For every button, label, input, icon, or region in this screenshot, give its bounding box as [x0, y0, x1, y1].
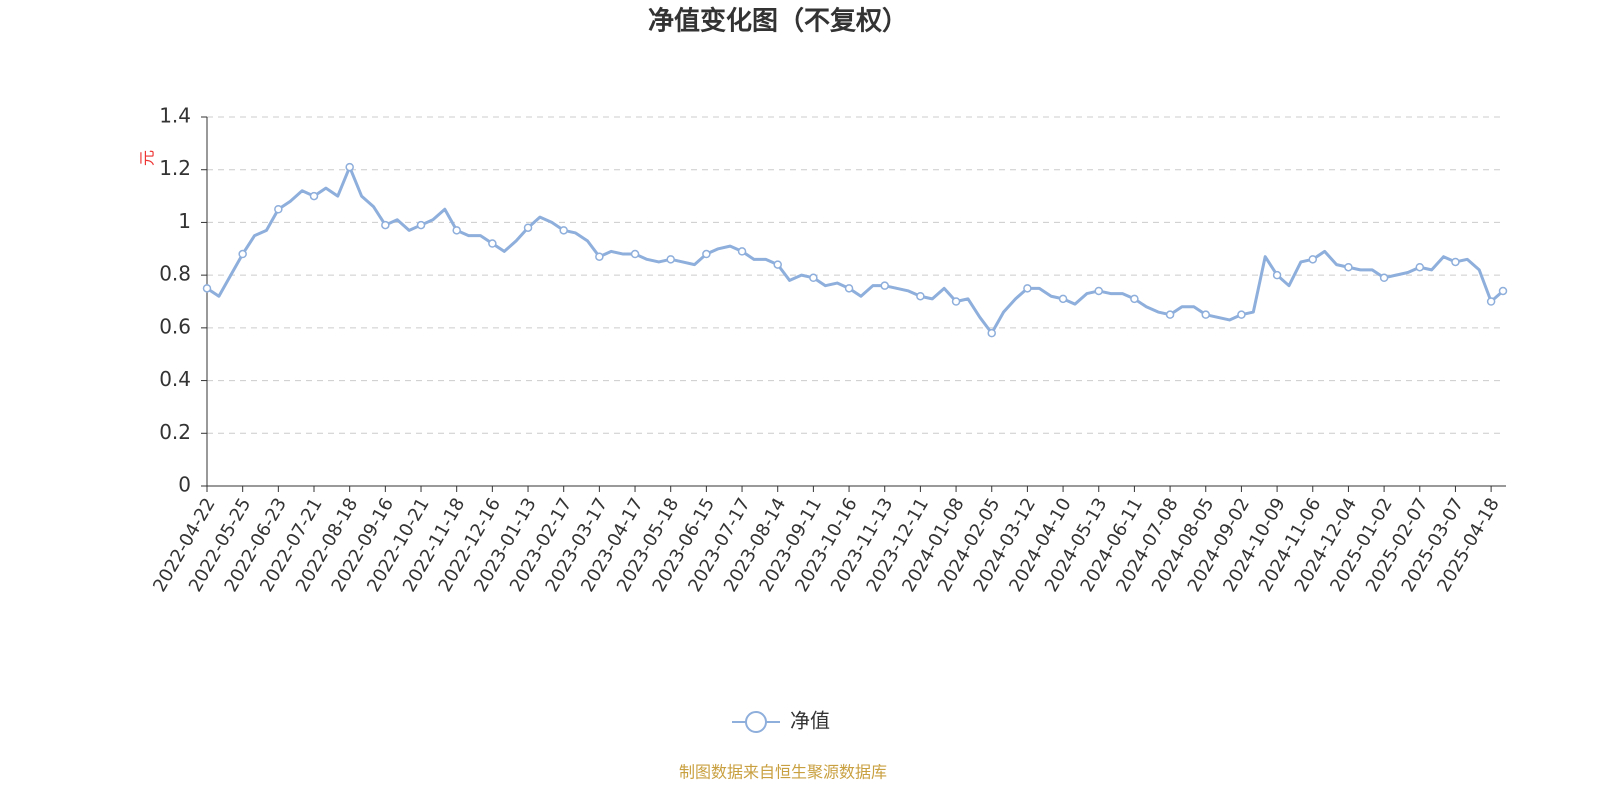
- point-marker: [1201, 310, 1211, 319]
- point-marker: [666, 255, 675, 264]
- line-series: [206, 165, 1504, 335]
- point-marker: [737, 247, 747, 256]
- point-marker: [1344, 262, 1353, 272]
- point-marker: [595, 252, 604, 261]
- legend-label: 净值: [790, 709, 830, 733]
- point-marker: [416, 220, 426, 230]
- point-marker: [773, 260, 782, 269]
- point-marker: [1094, 286, 1103, 296]
- y-tick-label: 1.4: [159, 104, 191, 128]
- point-marker: [1130, 294, 1139, 304]
- point-marker: [1272, 270, 1282, 280]
- point-marker: [1237, 310, 1246, 319]
- point-marker: [702, 249, 711, 259]
- point-marker: [951, 297, 961, 306]
- y-tick-label: 0.8: [159, 262, 191, 286]
- point-marker: [844, 284, 854, 293]
- point-marker: [880, 281, 889, 290]
- point-marker: [916, 291, 925, 301]
- point-marker: [1498, 286, 1508, 296]
- point-marker: [202, 284, 212, 293]
- legend-marker: [745, 711, 767, 733]
- point-marker: [309, 191, 319, 201]
- y-tick-label: 1.2: [159, 156, 191, 180]
- y-axis-label: 元: [138, 150, 157, 166]
- source-note: 制图数据来自恒生聚源数据库: [679, 763, 887, 782]
- point-marker: [1308, 255, 1318, 264]
- point-marker: [1486, 297, 1496, 306]
- point-marker: [488, 239, 497, 248]
- point-marker: [1023, 284, 1032, 293]
- point-marker: [1165, 310, 1175, 319]
- point-marker: [1058, 294, 1068, 304]
- point-marker: [523, 223, 533, 232]
- point-marker: [1379, 273, 1389, 283]
- point-marker: [274, 205, 283, 214]
- y-tick-label: 0.4: [159, 367, 191, 391]
- point-marker: [238, 249, 247, 259]
- y-tick-label: 1: [178, 209, 191, 233]
- point-marker: [452, 226, 461, 235]
- point-marker: [1451, 257, 1460, 267]
- y-tick-label: 0.6: [159, 314, 191, 338]
- point-marker: [1415, 262, 1425, 272]
- y-tick-label: 0: [178, 473, 191, 497]
- y-tick-label: 0.2: [159, 420, 191, 444]
- point-marker: [381, 220, 390, 230]
- point-marker: [630, 249, 640, 259]
- chart-title: 净值变化图（不复权）: [648, 6, 908, 37]
- point-marker: [987, 328, 996, 338]
- point-marker: [559, 226, 568, 235]
- point-marker: [345, 162, 354, 172]
- point-marker: [809, 273, 818, 283]
